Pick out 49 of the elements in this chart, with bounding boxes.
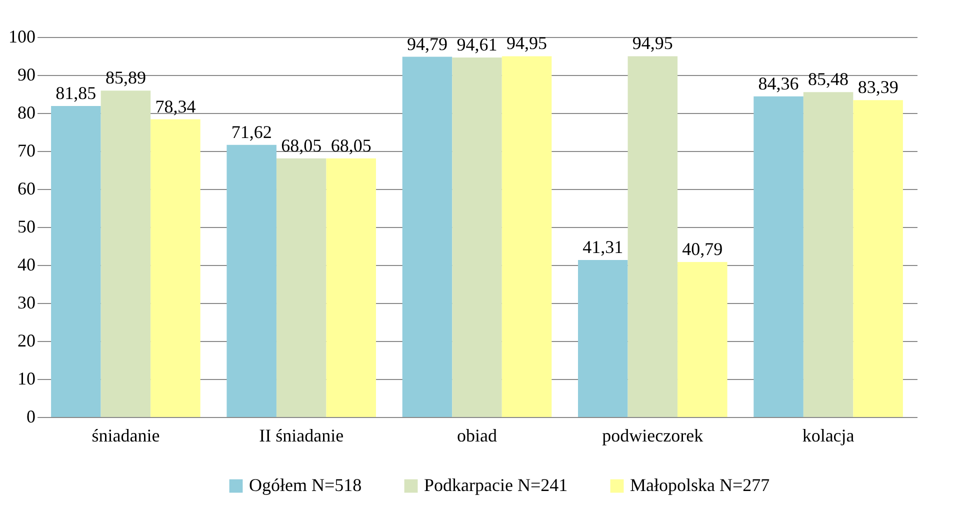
x-tick-label: śniadanie <box>92 426 160 446</box>
data-label: 81,85 <box>56 82 96 103</box>
data-label: 84,36 <box>758 73 799 94</box>
y-tick-label: 70 <box>18 140 36 160</box>
y-tick-label: 20 <box>18 330 36 350</box>
x-tick-label: kolacja <box>802 426 854 446</box>
bar <box>452 57 502 417</box>
y-tick-label: 90 <box>18 64 36 84</box>
y-tick-label: 0 <box>26 406 36 426</box>
y-tick-label: 100 <box>8 26 36 46</box>
legend-label: Podkarpacie N=241 <box>424 475 568 495</box>
data-label: 68,05 <box>330 135 372 156</box>
data-label: 94,95 <box>506 33 548 54</box>
bar <box>628 56 678 417</box>
bar <box>150 119 200 417</box>
legend-label: Małopolska N=277 <box>630 475 770 495</box>
data-label: 68,05 <box>281 135 322 156</box>
data-label: 85,89 <box>105 68 146 88</box>
data-label: 94,61 <box>456 34 498 54</box>
y-tick-label: 80 <box>18 102 36 122</box>
bar <box>51 106 101 417</box>
x-tick-label: II śniadanie <box>259 426 344 446</box>
bar <box>100 90 151 417</box>
data-label: 78,34 <box>155 96 196 116</box>
data-label: 71,62 <box>231 122 272 142</box>
y-tick-label: 60 <box>18 178 36 198</box>
bar <box>853 100 903 417</box>
y-tick-label: 50 <box>18 216 36 236</box>
x-tick-label: podwieczorek <box>602 426 704 446</box>
data-label: 94,95 <box>632 33 673 54</box>
bar <box>803 92 854 417</box>
bar <box>578 260 628 417</box>
data-label: 83,39 <box>858 77 898 98</box>
y-tick-label: 30 <box>18 292 36 312</box>
data-label: 94,79 <box>406 34 448 54</box>
y-tick-label: 10 <box>18 368 36 388</box>
bar <box>502 56 552 417</box>
legend-label: Ogółem N=518 <box>249 475 362 495</box>
bar <box>678 262 728 417</box>
x-tick-label: obiad <box>457 426 497 446</box>
data-label: 40,79 <box>682 239 723 259</box>
bar <box>276 158 326 417</box>
data-label: 85,48 <box>808 69 849 90</box>
bar <box>402 56 452 417</box>
bar <box>754 96 804 417</box>
bar <box>326 158 376 417</box>
y-tick-label: 40 <box>18 254 36 274</box>
bar <box>226 144 276 417</box>
data-label: 41,31 <box>582 237 624 258</box>
